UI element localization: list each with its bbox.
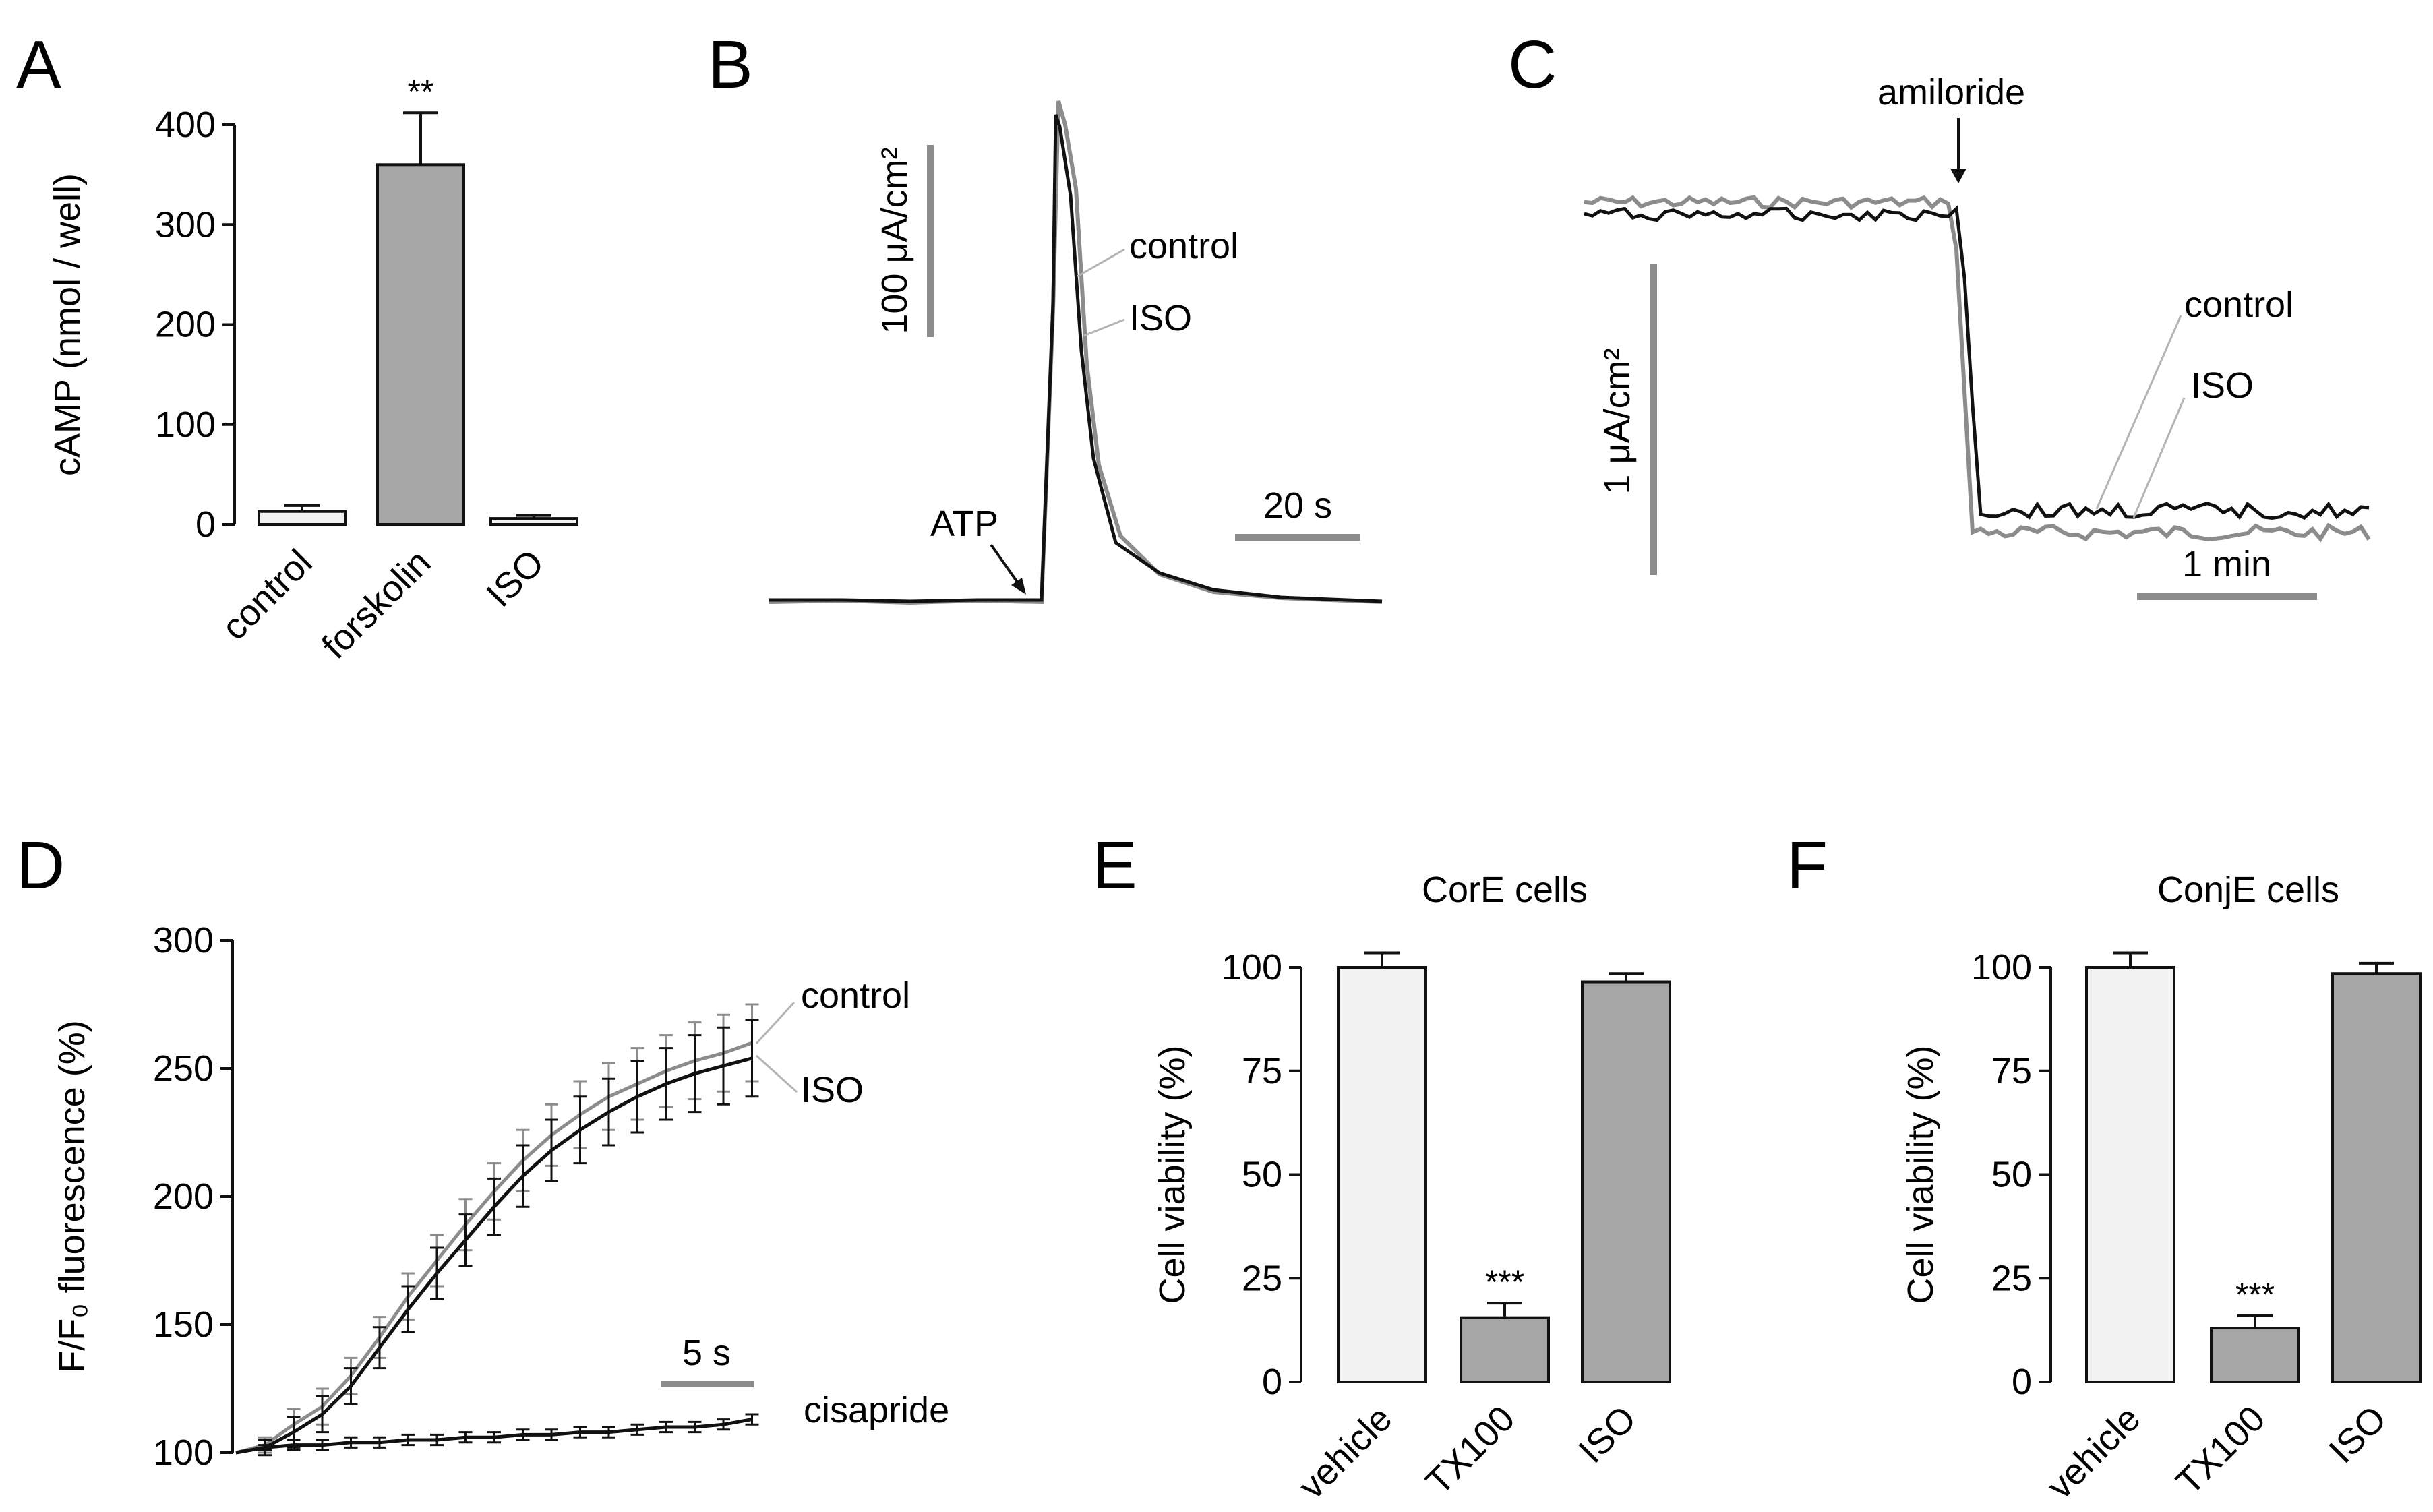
b-atp-label: ATP (930, 504, 998, 544)
pe-y-tick-label: 50 (1242, 1155, 1282, 1195)
pf-bar-iso (2331, 972, 2422, 1383)
c-iso-leader (2132, 397, 2186, 518)
b-atp-arrowhead (1011, 578, 1026, 595)
pe-category-label: vehicle (1291, 1398, 1400, 1507)
pf-y-tick-label: 100 (1971, 947, 2032, 988)
c-scale-bar-y-label: 1 μA/cm² (1597, 348, 1638, 494)
pd-cisapride-label: cisapride (804, 1390, 949, 1430)
pa-y-tick-label: 100 (155, 404, 216, 445)
pe-significance-label: *** (1485, 1263, 1524, 1301)
b-iso-label: ISO (1129, 298, 1192, 338)
pd-line-control (235, 1041, 753, 1455)
pa-y-tick-label: 300 (155, 204, 216, 245)
pe-category-label: TX100 (1418, 1398, 1523, 1503)
pa-category-label: ISO (479, 542, 551, 615)
pf-y-tick-label: 75 (1991, 1051, 2032, 1091)
pf-y-tick-label: 0 (2012, 1362, 2032, 1402)
pa-y-tick-label: 400 (155, 104, 216, 145)
panel-letter-a: A (16, 27, 61, 102)
b-iso-leader (1083, 318, 1125, 337)
pf-significance-label: *** (2235, 1276, 2275, 1314)
c-trace-control (1584, 205, 2370, 520)
pf-y-axis-label: Cell viability (%) (1900, 1045, 1941, 1304)
pf-category-label: TX100 (2169, 1398, 2273, 1503)
pd-y-tick-label: 250 (153, 1048, 214, 1089)
pa-bar-forskolin (376, 163, 465, 526)
panel-letter-d: D (16, 828, 65, 903)
panel-letter-e: E (1092, 828, 1137, 903)
pa-category-label: forskolin (314, 542, 439, 667)
pf-title: ConjE cells (2157, 870, 2339, 910)
pd-y-tick-label: 100 (153, 1432, 214, 1473)
pd-y-tick-label: 150 (153, 1304, 214, 1345)
b-atp-arrow (990, 543, 1023, 589)
pe-y-tick-label: 0 (1262, 1362, 1282, 1402)
pd-y-tick-label: 200 (153, 1176, 214, 1217)
b-scale-bar-x-label: 20 s (1263, 485, 1332, 526)
panel-letter-b: B (708, 27, 753, 102)
pa-y-axis-label: cAMP (nmol / well) (47, 173, 88, 476)
pa-y-tick-label: 200 (155, 305, 216, 345)
c-amiloride-label: amiloride (1878, 72, 2025, 113)
pa-bar-iso (489, 517, 578, 526)
pf-bar-vehicle (2085, 966, 2175, 1383)
pe-category-label: ISO (1571, 1398, 1644, 1471)
b-scale-bar-y-label: 100 μA/cm² (874, 147, 915, 334)
pd-line-iso (235, 1056, 753, 1455)
pe-y-tick-label: 25 (1242, 1258, 1282, 1298)
pd-control-leader (755, 1001, 795, 1045)
pd-y-axis-label: F/F₀ fluorescence (%) (52, 1020, 92, 1373)
panel-d-line-chart: 100 150 200 250 300 F/F₀ fluorescence (%) 5 s c… (52, 920, 949, 1473)
pe-title: CorE cells (1422, 870, 1588, 910)
pa-bar-control (258, 510, 347, 526)
pe-y-axis-label: Cell viability (%) (1152, 1045, 1193, 1304)
panel-letter-f: F (1786, 828, 1828, 903)
pf-y-tick-label: 50 (1991, 1155, 2032, 1195)
pf-y-tick-label: 25 (1991, 1258, 2032, 1298)
b-trace-control (769, 114, 1383, 603)
pd-iso-leader (755, 1054, 798, 1093)
pe-bar-tx100 (1460, 1316, 1550, 1384)
pf-bar-tx100 (2210, 1327, 2300, 1384)
b-control-leader (1077, 248, 1125, 278)
pd-y-tick-label: 300 (153, 920, 214, 961)
b-trace-iso (768, 100, 1383, 605)
b-control-label: control (1129, 226, 1238, 266)
pd-scale-bar-label: 5 s (682, 1333, 731, 1373)
c-amiloride-arrowhead (1950, 169, 1966, 183)
panel-e-bar-chart: 0 25 50 75 100 Cell viability (%) CorE cells ve… (1152, 870, 1671, 1507)
pf-category-label: ISO (2321, 1398, 2394, 1471)
c-control-leader (2095, 315, 2182, 510)
pa-significance-label: ** (408, 73, 434, 111)
panel-b-trace: 100 μA/cm² 20 s ATP control ISO (768, 100, 1383, 605)
pe-y-tick-label: 75 (1242, 1051, 1282, 1091)
pa-category-label: control (214, 542, 320, 648)
c-iso-label: ISO (2191, 365, 2254, 406)
pd-iso-label: ISO (801, 1070, 864, 1110)
pd-control-label: control (801, 975, 910, 1016)
pe-bar-iso (1581, 980, 1671, 1383)
c-scale-bar-x-label: 1 min (2182, 544, 2271, 584)
c-trace-iso (1584, 195, 2371, 543)
pa-y-tick-label: 0 (196, 504, 216, 545)
pf-category-label: vehicle (2039, 1398, 2148, 1507)
panel-a-bar-chart: 0 100 200 300 400 cAMP (nmol / well) controlfo… (47, 73, 578, 667)
c-control-label: control (2184, 284, 2293, 325)
panel-c-trace: amiloride 1 μA/cm² 1 min control ISO (1584, 72, 2371, 600)
pe-bar-vehicle (1337, 966, 1427, 1383)
pe-y-tick-label: 100 (1222, 947, 1282, 988)
panel-f-bar-chart: 0 25 50 75 100 Cell viability (%) ConjE cells v… (1900, 870, 2422, 1507)
panel-letter-c: C (1508, 27, 1557, 102)
